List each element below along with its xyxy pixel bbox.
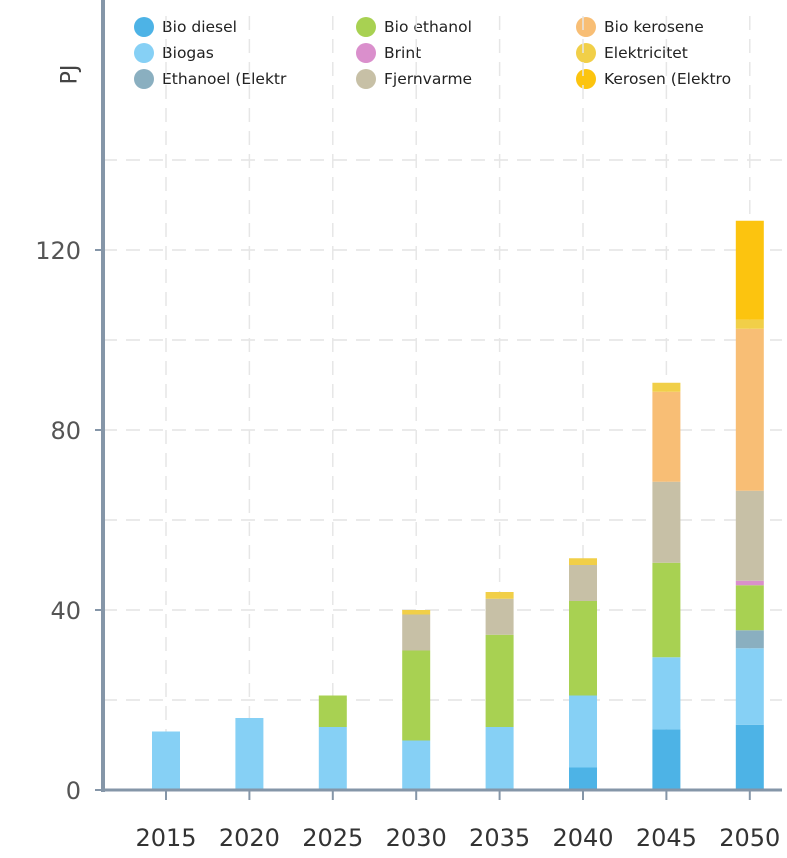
x-tick-label: 2025 [302,824,363,852]
legend-swatch [576,43,596,63]
bar-segment [652,562,681,658]
x-tick-label: 2030 [386,824,447,852]
bar-segment [402,610,431,615]
y-tick-label: 40 [50,597,81,625]
bar-segment [569,601,597,696]
legend-item[interactable]: Bio ethanol [356,14,472,40]
legend-label: Ethanoel (Elektr [162,70,287,88]
bar-segment [152,731,180,790]
legend-label: Bio kerosene [604,18,704,36]
bar-segment [485,598,514,635]
legend-swatch [134,17,154,37]
legend-item[interactable]: Ethanoel (Elektr [134,66,286,92]
legend-swatch [576,69,596,89]
x-tick-label: 2015 [135,824,196,852]
bar-segment [485,727,514,790]
legend-label: Fjernvarme [384,70,473,88]
tick-labels: 0 40 80 120 2015 2020 2025 2030 2035 2040 2045 2050 [35,237,780,852]
bar-segment [735,648,764,725]
bar-segment [485,634,514,727]
legend-label: Biogas [162,44,214,62]
bars [152,220,764,790]
bar-segment [735,220,764,320]
y-tick-label: 80 [50,417,81,445]
legend-label: Bio diesel [162,18,237,36]
x-tick-label: 2020 [219,824,280,852]
bar-segment [652,391,681,482]
bar-segment [735,319,764,329]
bar-segment [735,724,764,790]
bar-segment [735,630,764,649]
legend-item[interactable]: Bio kerosene [576,14,704,40]
bar-segment [652,657,681,730]
legend-label: Brint [384,44,422,62]
legend-item[interactable]: Bio diesel [134,14,237,40]
legend-label: Bio ethanol [384,18,472,36]
bar-segment [569,558,597,565]
axes [95,0,782,800]
legend-swatch [576,17,596,37]
x-tick-label: 2035 [469,824,530,852]
legend-swatch [134,43,154,63]
legend-item[interactable]: Fjernvarme [356,66,472,92]
legend-label: Kerosen (Elektro [604,70,732,88]
x-tick-label: 2045 [636,824,697,852]
legend-swatch [356,69,376,89]
bar-segment [569,565,597,601]
bar-segment [485,592,514,599]
bar-segment [318,727,347,790]
bar-segment [402,614,431,651]
bar-segment [652,729,681,790]
y-tick-label: 120 [35,237,81,265]
bar-segment [735,580,764,586]
legend-item[interactable]: Brint [356,40,421,66]
bar-segment [569,767,597,790]
legend-item[interactable]: Kerosen (Elektro [576,66,731,92]
bar-segment [652,382,681,392]
x-tick-label: 2040 [552,824,613,852]
bar-segment [402,650,431,741]
legend-swatch [356,17,376,37]
bar-segment [402,740,431,790]
x-tick-label: 2050 [719,824,780,852]
bar-segment [569,695,597,768]
legend-item[interactable]: Biogas [134,40,214,66]
bar-segment [735,490,764,581]
bar-segment [652,481,681,563]
bar-segment [235,718,264,790]
y-tick-label: 0 [66,777,81,805]
bar-segment [318,695,347,727]
bar-segment [735,328,764,491]
bar-segment [735,585,764,631]
legend-swatch [134,69,154,89]
legend-swatch [356,43,376,63]
